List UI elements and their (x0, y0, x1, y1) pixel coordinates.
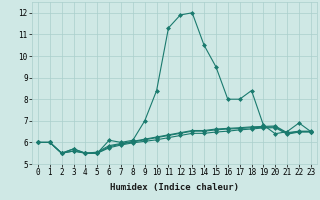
X-axis label: Humidex (Indice chaleur): Humidex (Indice chaleur) (110, 183, 239, 192)
